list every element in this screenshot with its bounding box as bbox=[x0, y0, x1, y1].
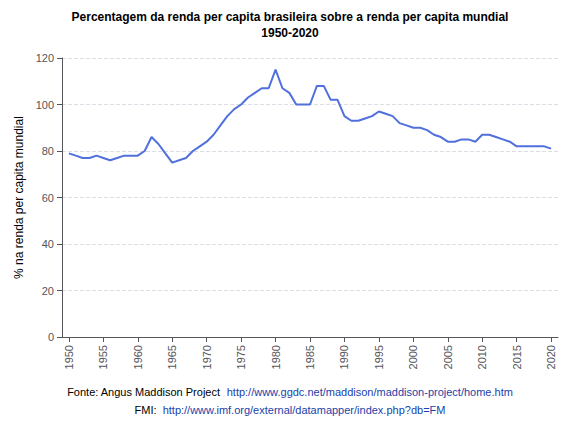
svg-text:20: 20 bbox=[42, 285, 54, 297]
svg-text:FMI:: FMI: bbox=[135, 404, 157, 416]
svg-text:0: 0 bbox=[48, 331, 54, 343]
svg-text:1955: 1955 bbox=[97, 345, 109, 369]
svg-text:http://www.imf.org/external/da: http://www.imf.org/external/datamapper/i… bbox=[163, 404, 446, 416]
svg-text:120: 120 bbox=[36, 52, 54, 64]
svg-text:1970: 1970 bbox=[201, 345, 213, 369]
svg-text:1995: 1995 bbox=[373, 345, 385, 369]
svg-text:2020: 2020 bbox=[545, 345, 557, 369]
svg-text:60: 60 bbox=[42, 192, 54, 204]
svg-text:1980: 1980 bbox=[270, 345, 282, 369]
svg-text:Percentagem da renda per capit: Percentagem da renda per capita brasilei… bbox=[72, 10, 509, 24]
svg-text:1990: 1990 bbox=[338, 345, 350, 369]
svg-text:% na renda per capita mundial: % na renda per capita mundial bbox=[12, 116, 26, 279]
svg-text:2000: 2000 bbox=[407, 345, 419, 369]
svg-text:1950: 1950 bbox=[63, 345, 75, 369]
svg-text:100: 100 bbox=[36, 99, 54, 111]
svg-text:1950-2020: 1950-2020 bbox=[261, 26, 319, 40]
svg-text:2005: 2005 bbox=[442, 345, 454, 369]
svg-text:80: 80 bbox=[42, 145, 54, 157]
svg-text:http://www.ggdc.net/maddison/m: http://www.ggdc.net/maddison/maddison-pr… bbox=[227, 386, 513, 398]
svg-text:1965: 1965 bbox=[166, 345, 178, 369]
svg-text:Fonte: Angus Maddison Project: Fonte: Angus Maddison Project bbox=[67, 386, 220, 398]
svg-text:2015: 2015 bbox=[511, 345, 523, 369]
svg-text:1975: 1975 bbox=[235, 345, 247, 369]
svg-text:1960: 1960 bbox=[132, 345, 144, 369]
svg-text:2010: 2010 bbox=[476, 345, 488, 369]
svg-text:1985: 1985 bbox=[304, 345, 316, 369]
svg-text:40: 40 bbox=[42, 238, 54, 250]
